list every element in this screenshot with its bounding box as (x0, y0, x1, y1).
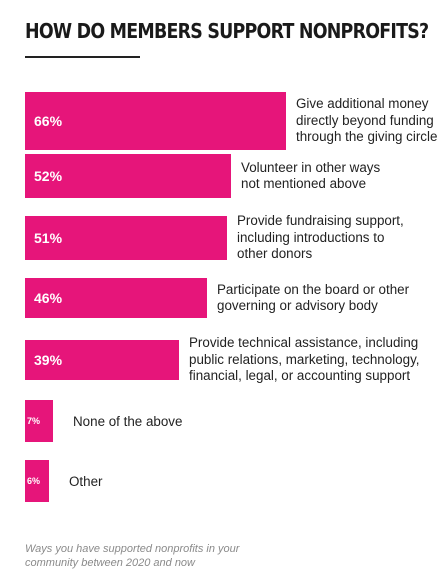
bar-value-label: 7% (27, 415, 41, 426)
bar (25, 154, 231, 198)
category-label: Volunteer in other ways not mentioned ab… (241, 159, 381, 192)
bar (25, 340, 179, 380)
bar (25, 278, 207, 318)
title-underline (25, 56, 140, 58)
bar-value-label: 39% (34, 352, 63, 368)
bar-value-label: 46% (34, 290, 63, 306)
category-label: Provide fundraising support, including i… (237, 213, 404, 262)
bar-value-label: 52% (34, 168, 63, 184)
chart-title: HOW DO MEMBERS SUPPORT NONPROFITS? (25, 19, 429, 43)
category-label: Participate on the board or other govern… (217, 281, 410, 314)
chart-caption: Ways you have supported nonprofits in yo… (25, 543, 240, 569)
bar (25, 460, 49, 502)
bar (25, 216, 227, 260)
category-label: None of the above (73, 413, 183, 429)
bar (25, 92, 286, 150)
category-label: Provide technical assistance, including … (189, 335, 420, 384)
bar-value-label: 66% (34, 113, 63, 129)
bar-value-label: 51% (34, 230, 63, 246)
bar (25, 400, 53, 442)
category-label: Other (69, 473, 103, 489)
category-label: Give additional money directly beyond fu… (296, 96, 438, 145)
bar-value-label: 6% (27, 475, 41, 486)
